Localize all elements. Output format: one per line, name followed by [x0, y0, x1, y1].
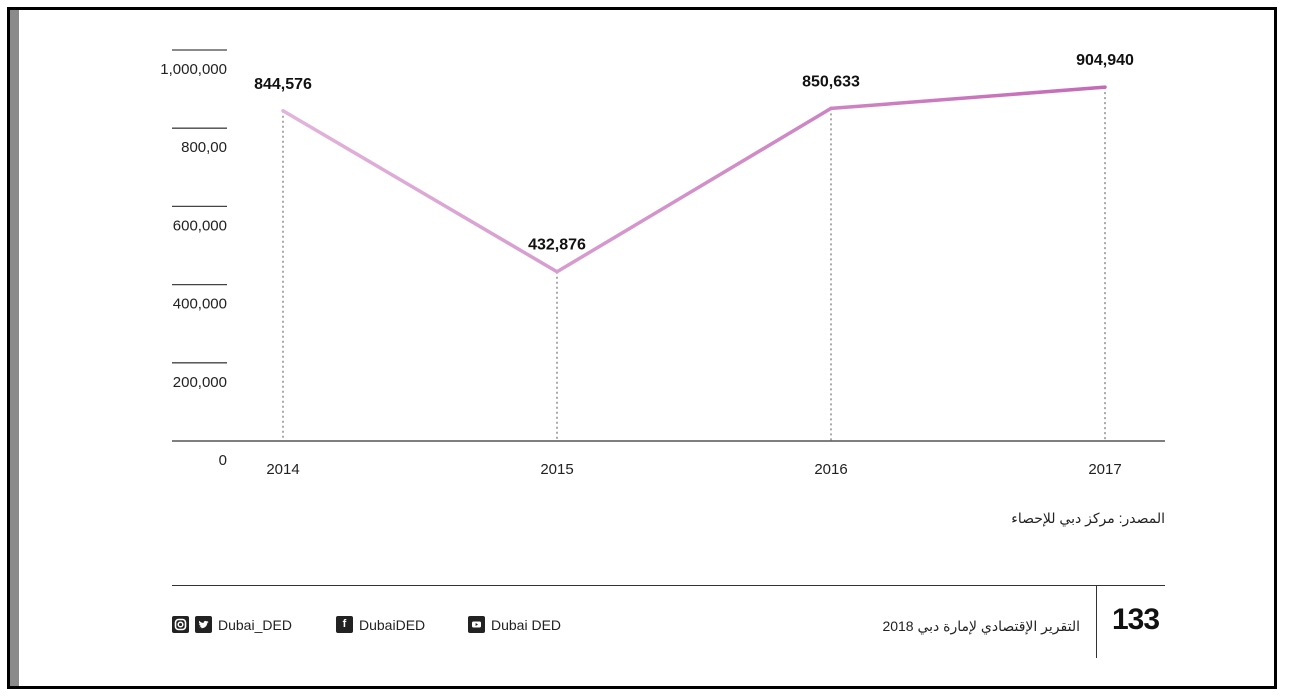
x-tick-label: 2015	[540, 461, 573, 478]
data-label: 432,876	[528, 237, 586, 254]
y-tick-label: 800,00	[181, 139, 227, 156]
y-tick-label: 1,000,000	[160, 61, 227, 78]
series-segment	[281, 109, 559, 274]
social-instagram-twitter[interactable]: Dubai_DED	[172, 616, 292, 633]
y-tick-label: 600,000	[173, 217, 227, 234]
x-tick-label: 2016	[814, 461, 847, 478]
x-tick-label: 2014	[266, 461, 299, 478]
instagram-icon	[172, 616, 189, 633]
y-tick-label: 200,000	[173, 374, 227, 391]
footer-vertical-divider	[1096, 586, 1097, 658]
report-title: التقرير الإقتصادي لإمارة دبي 2018	[882, 618, 1080, 634]
social-youtube[interactable]: Dubai DED	[468, 616, 561, 633]
series-segment	[555, 106, 833, 274]
x-tick-label: 2017	[1088, 461, 1121, 478]
y-axis: 0 200,000 400,000 600,000 800,00 1,000,000	[160, 49, 227, 469]
data-labels: 844,576 432,876 850,633 904,940	[254, 52, 1134, 254]
social-label: Dubai DED	[491, 616, 562, 633]
y-tick-label: 400,000	[173, 296, 227, 313]
y-tick-label: 0	[219, 452, 227, 469]
left-edge-bar	[10, 10, 19, 686]
page-number: 133	[1112, 603, 1160, 636]
social-label: DubaiDED	[359, 616, 426, 633]
youtube-icon	[468, 616, 485, 633]
social-facebook[interactable]: f DubaiDED	[336, 616, 425, 633]
footer-divider	[172, 585, 1165, 586]
data-label: 850,633	[802, 73, 860, 90]
series-segment	[829, 85, 1107, 111]
series-line	[281, 85, 1107, 274]
data-label: 904,940	[1076, 52, 1134, 69]
social-label: Dubai_DED	[218, 616, 292, 633]
source-note: المصدر: مركز دبي للإحصاء	[1011, 510, 1165, 526]
data-label: 844,576	[254, 76, 312, 93]
x-axis-ticks: 2014 2015 2016 2017	[266, 461, 1121, 478]
twitter-icon	[195, 616, 212, 633]
facebook-icon: f	[336, 616, 353, 633]
page-frame	[7, 7, 1277, 689]
drop-lines	[282, 87, 1106, 441]
